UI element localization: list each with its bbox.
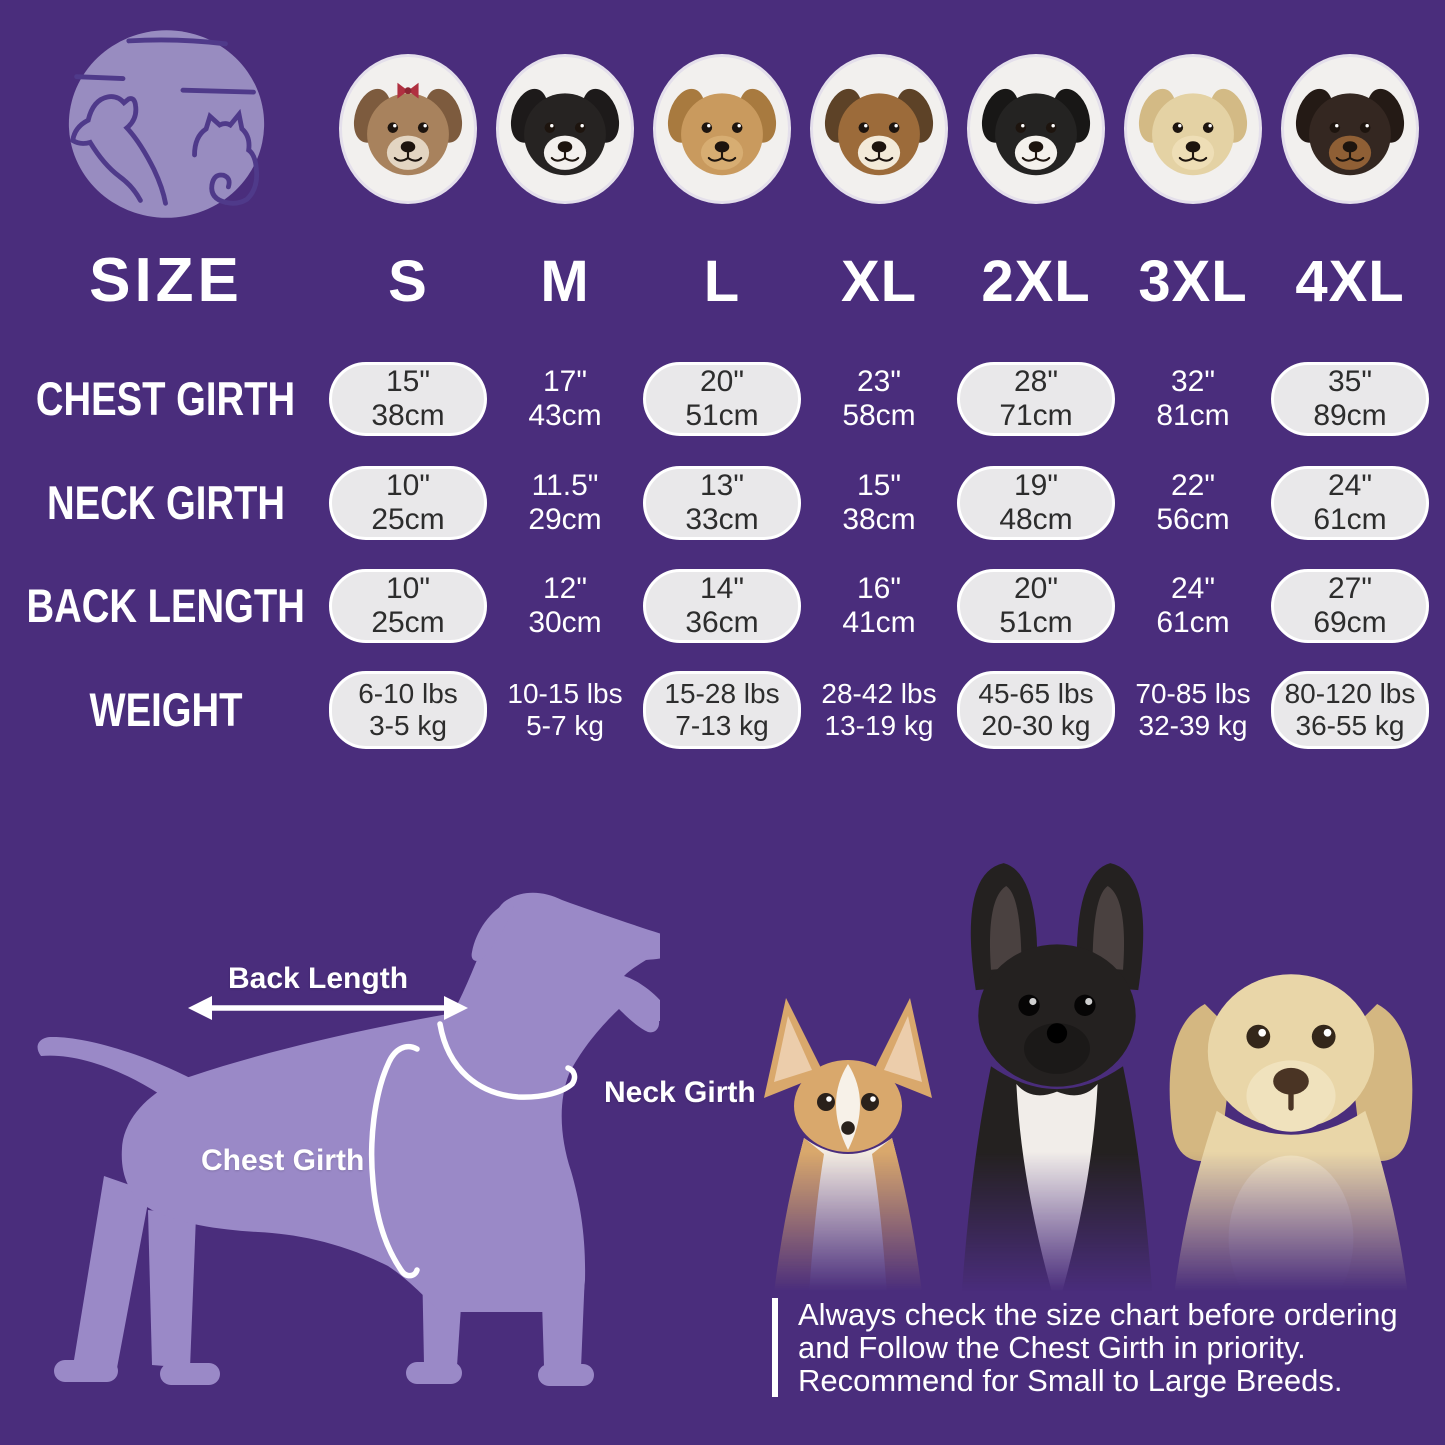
labrador-dog-icon xyxy=(1127,57,1259,201)
doberman-dog-icon xyxy=(1284,57,1416,201)
col-head-3xl: 3XL xyxy=(1138,249,1248,314)
chest-girth-label: Chest Girth xyxy=(201,1144,365,1177)
logo-cat-outline xyxy=(192,108,260,206)
col-head-xl: XL xyxy=(840,249,918,314)
dog-measurement-diagram xyxy=(37,892,660,1386)
arrow-right-head-icon xyxy=(444,996,468,1020)
cell-weight-l: 15-28 lbs 7-13 kg xyxy=(643,671,801,749)
cell-weight-xl: 28-42 lbs 13-19 kg xyxy=(821,678,937,741)
breed-photo-doberman xyxy=(1284,57,1416,201)
cell-neck-xl: 15" 38cm xyxy=(842,469,916,536)
labrador-photo xyxy=(1169,974,1413,1310)
cell-back-s: 10" 25cm xyxy=(329,569,487,643)
cell-neck-3xl: 22" 56cm xyxy=(1156,469,1230,536)
cell-chest-2xl: 28" 71cm xyxy=(957,362,1115,436)
row-label-chest-girth: CHEST GIRTH xyxy=(36,371,296,426)
row-label-back-length: BACK LENGTH xyxy=(26,578,306,633)
back-length-label: Back Length xyxy=(227,962,409,995)
col-head-l: L xyxy=(703,249,741,314)
note-line-1: Always check the size chart before order… xyxy=(798,1297,1398,1332)
cell-weight-s: 6-10 lbs 3-5 kg xyxy=(329,671,487,749)
border-collie-dog-icon xyxy=(970,57,1102,201)
row-label-weight: WEIGHT xyxy=(89,682,243,737)
col-head-m: M xyxy=(540,249,590,314)
cell-chest-xl: 23" 58cm xyxy=(842,365,916,432)
cell-chest-m: 17" 43cm xyxy=(528,365,602,432)
breed-photo-labrador xyxy=(1127,57,1259,201)
size-column-title: SIZE xyxy=(89,246,243,315)
cell-neck-m: 11.5" 29cm xyxy=(528,469,602,536)
dog-tail xyxy=(37,1036,194,1118)
breed-photo-beagle xyxy=(813,57,945,201)
cell-neck-4xl: 24" 61cm xyxy=(1271,466,1429,540)
neck-girth-curve xyxy=(437,1021,578,1100)
cell-back-m: 12" 30cm xyxy=(528,572,602,639)
note-line-3: Recommend for Small to Large Breeds. xyxy=(798,1363,1343,1398)
cell-weight-m: 10-15 lbs 5-7 kg xyxy=(507,678,623,741)
cell-chest-4xl: 35" 89cm xyxy=(1271,362,1429,436)
cell-neck-l: 13" 33cm xyxy=(643,466,801,540)
chihuahua-photo xyxy=(764,998,932,1310)
cell-chest-l: 20" 51cm xyxy=(643,362,801,436)
cell-chest-s: 15" 38cm xyxy=(329,362,487,436)
chest-girth-curve xyxy=(368,1043,420,1279)
cell-neck-s: 10" 25cm xyxy=(329,466,487,540)
dog-body-silhouette xyxy=(121,892,660,1312)
neck-girth-label: Neck Girth xyxy=(604,1076,756,1109)
row-label-neck-girth: NECK GIRTH xyxy=(47,475,285,530)
beagle-dog-icon xyxy=(813,57,945,201)
french-bulldog-photo xyxy=(960,863,1154,1310)
logo-dog-outline xyxy=(70,94,168,206)
col-head-2xl: 2XL xyxy=(981,249,1091,314)
sizing-note: Always check the size chart before order… xyxy=(772,1298,1398,1397)
cell-back-2xl: 20" 51cm xyxy=(957,569,1115,643)
note-line-2: and Follow the Chest Girth in priority. xyxy=(798,1330,1306,1365)
shih-tzu-dog-icon xyxy=(342,82,474,201)
col-head-s: S xyxy=(388,249,428,314)
cocker-spaniel-dog-icon xyxy=(656,57,788,201)
arrow-left-head-icon xyxy=(188,996,212,1020)
cell-back-xl: 16" 41cm xyxy=(842,572,916,639)
cell-back-l: 14" 36cm xyxy=(643,569,801,643)
cell-weight-2xl: 45-65 lbs 20-30 kg xyxy=(957,671,1115,749)
boston-terrier-dog-icon xyxy=(499,57,631,201)
dog-ear xyxy=(471,900,514,961)
logo-accent-line xyxy=(126,37,228,47)
cell-neck-2xl: 19" 48cm xyxy=(957,466,1115,540)
pet-brand-logo xyxy=(68,30,265,218)
cell-chest-3xl: 32" 81cm xyxy=(1156,365,1230,432)
cell-weight-3xl: 70-85 lbs 32-39 kg xyxy=(1135,678,1251,741)
cell-back-3xl: 24" 61cm xyxy=(1156,572,1230,639)
cell-back-4xl: 27" 69cm xyxy=(1271,569,1429,643)
breed-photo-group xyxy=(740,845,1445,1310)
breed-photo-cocker-spaniel xyxy=(656,57,788,201)
breed-photo-boston-terrier xyxy=(499,57,631,201)
breed-photo-shih-tzu xyxy=(342,57,474,201)
cell-weight-4xl: 80-120 lbs 36-55 kg xyxy=(1271,671,1429,749)
breed-photo-border-collie xyxy=(970,57,1102,201)
col-head-4xl: 4XL xyxy=(1295,249,1405,314)
